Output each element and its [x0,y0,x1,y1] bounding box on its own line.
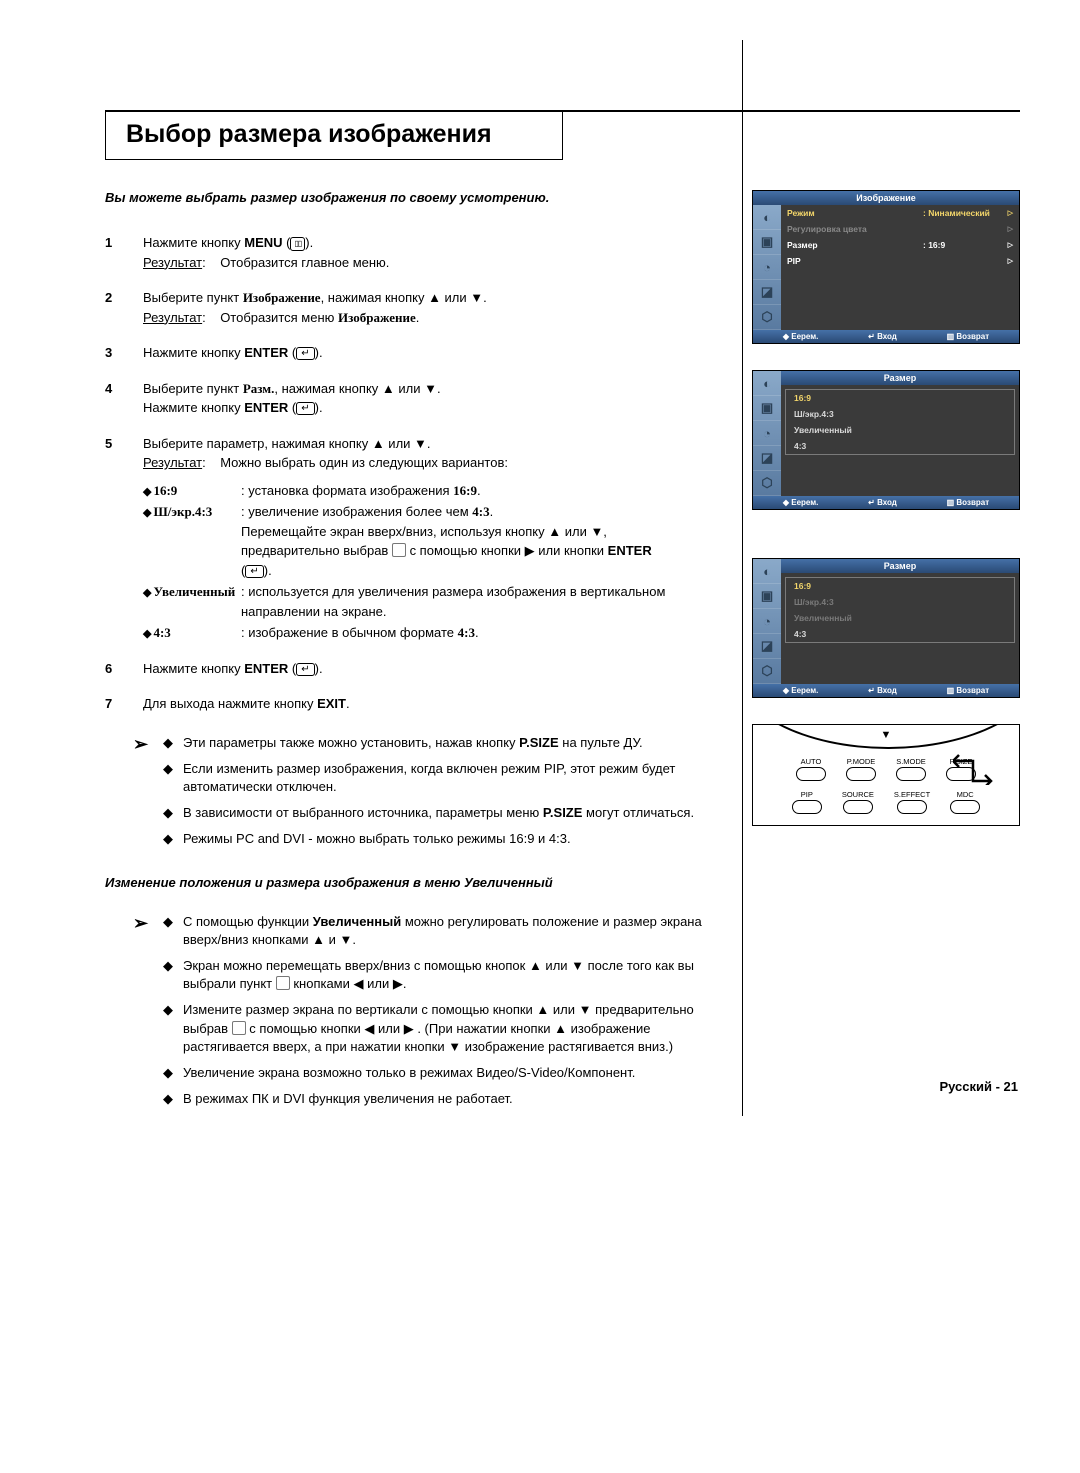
osd-row: Размер: 16:9▷ [781,237,1019,253]
remote-button: MDC [950,790,980,814]
osd-menu-size-2: ◐ ▣ ◔ ◪ ⬡ Размер 16:9Ш/экр.4:3Увеличенны… [752,558,1020,698]
notes-block-1: ➢ ◆Эти параметры также можно установить,… [133,734,707,857]
position-icon [276,976,290,990]
osd-icon: ◔ [753,255,781,280]
step-1: 1 Нажмите кнопку MENU (▯▯). Результат: О… [105,233,707,272]
intro-text: Вы можете выбрать размер изображения по … [105,190,707,205]
step-3: 3 Нажмите кнопку ENTER (↵). [105,343,707,363]
osd-row: Регулировка цвета▷ [781,221,1019,237]
right-column: Изображение ◐ ▣ ◔ ◪ ⬡ Режим: Nинамически… [752,190,1020,1116]
remote-button: PIP [792,790,822,814]
osd-row: Режим: Nинамический▷ [781,205,1019,221]
osd-icon: ◐ [753,205,781,230]
option-43: 4:3 : изображение в обычном формате 4:3. [143,623,707,643]
osd-list-row: 4:3 [786,626,1014,642]
osd-list-row: Увеличенный [786,610,1014,626]
enter-icon: ↵ [296,402,314,415]
step-4: 4 Выберите пункт Разм., нажимая кнопку ▲… [105,379,707,418]
enter-icon: ↵ [245,565,263,578]
step-6: 6 Нажмите кнопку ENTER (↵). [105,659,707,679]
remote-button: S.MODE [896,757,926,781]
osd-row: PIP▷ [781,253,1019,269]
remote-button: P.MODE [846,757,876,781]
osd-list-row: Ш/экр.4:3 [786,406,1014,422]
osd-list-row: Увеличенный [786,422,1014,438]
osd-menu-size-1: ◐ ▣ ◔ ◪ ⬡ Размер 16:9Ш/экр.4:3Увеличенны… [752,370,1020,510]
size-icon [232,1021,246,1035]
page-title: Выбор размера изображения [126,120,492,148]
option-16-9: 16:9 : установка формата изображения 16:… [143,481,707,501]
step-7: 7 Для выхода нажмите кнопку EXIT. [105,694,707,714]
page-number: Русский - 21 [939,1079,1018,1094]
osd-menu-image: Изображение ◐ ▣ ◔ ◪ ⬡ Режим: Nинамически… [752,190,1020,344]
osd-icon: ◪ [753,280,781,305]
left-column: Вы можете выбрать размер изображения по … [105,190,712,1116]
step-2: 2 Выберите пункт Изображение, нажимая кн… [105,288,707,327]
step-5: 5 Выберите параметр, нажимая кнопку ▲ ил… [105,434,707,643]
osd-icon: ▣ [753,230,781,255]
remote-diagram: ▼ AUTOP.MODES.MODEP.SIZE PIPSOURCES.EFFE… [752,724,1020,826]
remote-button: S.EFFECT [894,790,930,814]
osd-list-row: Ш/экр.4:3 [786,594,1014,610]
option-wide-43: Ш/экр.4:3 : увеличение изображения более… [143,502,707,580]
subsection-title: Изменение положения и размера изображени… [105,874,707,892]
menu-icon: ▯▯ [290,237,305,251]
enter-icon: ↵ [296,663,314,676]
remote-button: SOURCE [842,790,874,814]
osd-list-row: 4:3 [786,438,1014,454]
osd-icon: ⬡ [753,305,781,330]
osd-list-row: 16:9 [786,578,1014,594]
position-icon [392,543,406,557]
osd-list-row: 16:9 [786,390,1014,406]
option-zoom: Увеличенный : используется для увеличени… [143,582,707,621]
highlight-arrow-icon [953,749,995,785]
enter-icon: ↵ [296,347,314,360]
notes-block-2: ➢ ◆С помощью функции Увеличенный можно р… [133,913,707,1117]
remote-button: AUTO [796,757,826,781]
page-title-box: Выбор размера изображения [105,112,563,160]
